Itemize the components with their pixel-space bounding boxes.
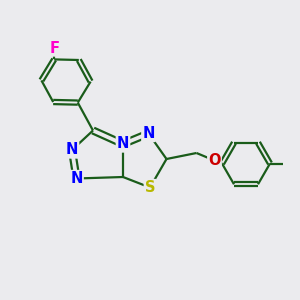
- Text: N: N: [66, 142, 78, 158]
- Text: O: O: [208, 153, 221, 168]
- Text: N: N: [117, 136, 129, 152]
- Text: N: N: [142, 126, 155, 141]
- Text: S: S: [145, 180, 155, 195]
- Text: N: N: [70, 171, 83, 186]
- Text: F: F: [49, 40, 59, 56]
